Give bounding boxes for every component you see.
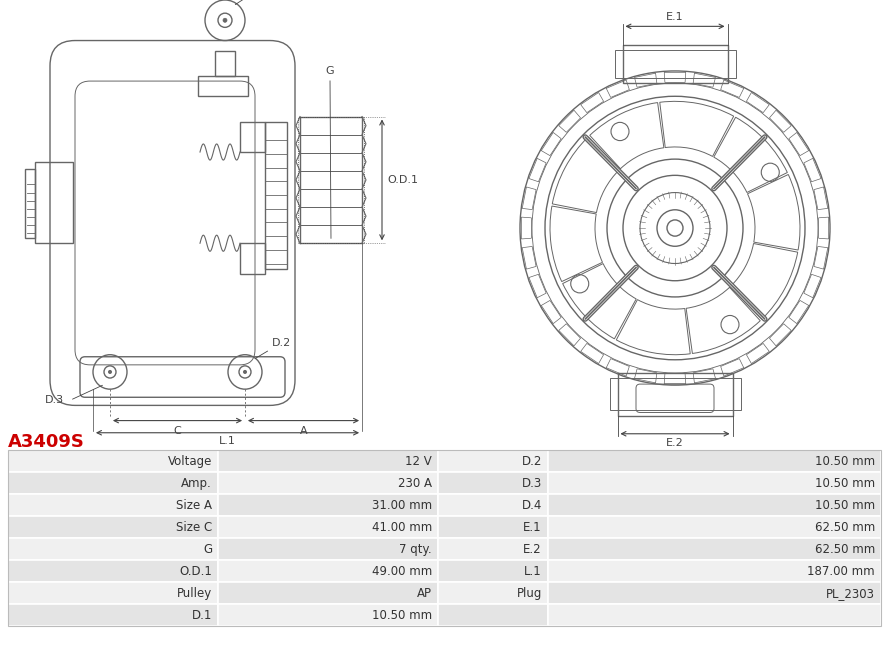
Circle shape xyxy=(108,370,112,374)
Text: 49.00 mm: 49.00 mm xyxy=(372,565,432,578)
Bar xyxy=(548,472,881,494)
Bar xyxy=(8,582,218,604)
Text: O.D.1: O.D.1 xyxy=(387,175,418,185)
Text: D.4: D.4 xyxy=(522,499,542,511)
Bar xyxy=(8,494,218,516)
Text: L.1: L.1 xyxy=(219,436,236,445)
Text: D.3: D.3 xyxy=(522,476,542,490)
Bar xyxy=(218,582,438,604)
Circle shape xyxy=(243,370,247,374)
Bar xyxy=(548,560,881,582)
Bar xyxy=(438,582,548,604)
Bar xyxy=(8,472,218,494)
Bar xyxy=(8,538,218,560)
Bar xyxy=(198,76,248,96)
Bar xyxy=(438,494,548,516)
Bar xyxy=(610,378,741,411)
Bar xyxy=(218,450,438,472)
Text: G: G xyxy=(325,66,334,76)
Text: E.2: E.2 xyxy=(524,543,542,555)
Bar xyxy=(438,538,548,560)
Bar xyxy=(548,604,881,626)
Text: E.1: E.1 xyxy=(666,13,684,22)
Circle shape xyxy=(223,18,227,22)
Text: C: C xyxy=(173,426,181,436)
Text: Pulley: Pulley xyxy=(177,586,212,599)
Text: D.2: D.2 xyxy=(272,338,292,347)
Text: O.D.1: O.D.1 xyxy=(179,565,212,578)
Text: Size C: Size C xyxy=(176,520,212,534)
Bar xyxy=(622,45,727,83)
Bar xyxy=(618,373,733,415)
Bar xyxy=(548,516,881,538)
Text: D.3: D.3 xyxy=(45,395,64,405)
Bar xyxy=(548,450,881,472)
Text: A3409S: A3409S xyxy=(8,433,84,451)
Text: 10.50 mm: 10.50 mm xyxy=(815,476,875,490)
Text: Voltage: Voltage xyxy=(168,455,212,468)
Text: 187.00 mm: 187.00 mm xyxy=(807,565,875,578)
Text: 62.50 mm: 62.50 mm xyxy=(814,543,875,555)
Bar xyxy=(438,604,548,626)
Text: E.2: E.2 xyxy=(666,438,684,448)
Text: 10.50 mm: 10.50 mm xyxy=(815,499,875,511)
Bar xyxy=(218,472,438,494)
Text: E.1: E.1 xyxy=(524,520,542,534)
Bar xyxy=(438,560,548,582)
Text: G: G xyxy=(203,543,212,555)
Text: 62.50 mm: 62.50 mm xyxy=(814,520,875,534)
Bar xyxy=(215,51,235,76)
Bar xyxy=(548,538,881,560)
Bar xyxy=(218,516,438,538)
Text: PL_2303: PL_2303 xyxy=(826,586,875,599)
Text: Size A: Size A xyxy=(176,499,212,511)
Bar xyxy=(240,243,265,274)
Text: 41.00 mm: 41.00 mm xyxy=(372,520,432,534)
Text: Amp.: Amp. xyxy=(181,476,212,490)
Bar xyxy=(614,49,735,78)
Bar xyxy=(8,516,218,538)
Bar xyxy=(35,162,73,243)
Text: AP: AP xyxy=(417,586,432,599)
Bar xyxy=(438,450,548,472)
Text: 12 V: 12 V xyxy=(405,455,432,468)
Bar xyxy=(218,494,438,516)
Text: Plug: Plug xyxy=(517,586,542,599)
Bar xyxy=(8,450,881,626)
Bar xyxy=(8,560,218,582)
Bar xyxy=(438,516,548,538)
Bar xyxy=(548,582,881,604)
Text: D.2: D.2 xyxy=(522,455,542,468)
Text: 10.50 mm: 10.50 mm xyxy=(815,455,875,468)
Bar xyxy=(218,604,438,626)
Text: 7 qty.: 7 qty. xyxy=(399,543,432,555)
Text: 31.00 mm: 31.00 mm xyxy=(372,499,432,511)
Bar xyxy=(218,538,438,560)
Bar xyxy=(25,169,35,238)
Bar xyxy=(218,560,438,582)
Text: 10.50 mm: 10.50 mm xyxy=(372,609,432,622)
Bar xyxy=(438,472,548,494)
Bar xyxy=(8,450,218,472)
Bar xyxy=(240,122,265,152)
Bar xyxy=(8,604,218,626)
Text: A: A xyxy=(300,426,308,436)
Text: D.1: D.1 xyxy=(192,609,212,622)
Bar xyxy=(265,122,287,268)
Bar xyxy=(548,494,881,516)
Text: L.1: L.1 xyxy=(525,565,542,578)
Text: 230 A: 230 A xyxy=(398,476,432,490)
